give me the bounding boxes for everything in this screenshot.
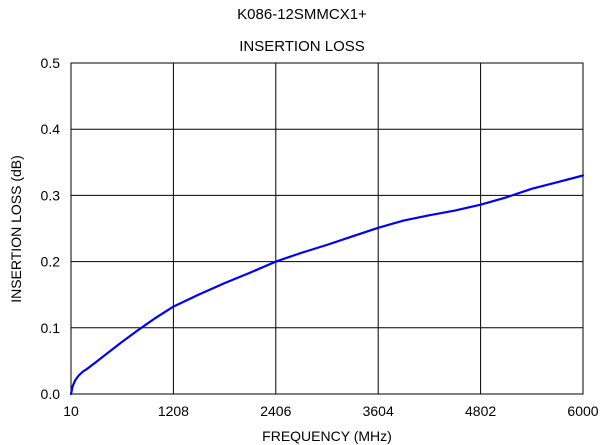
y-tick-label: 0.1 — [41, 320, 61, 336]
y-axis-label: INSERTION LOSS (dB) — [8, 155, 24, 303]
y-tick-labels: 0.0 0.1 0.2 0.3 0.4 0.5 — [41, 55, 61, 402]
chart-title: K086-12SMMCX1+ — [237, 6, 367, 23]
x-tick-labels: 10 1208 2406 3604 4802 6000 — [63, 403, 599, 419]
y-tick-label: 0.4 — [41, 121, 61, 137]
series-layer — [69, 174, 585, 396]
y-tick-label: 0.3 — [41, 187, 61, 203]
chart-subtitle: INSERTION LOSS — [239, 38, 365, 55]
x-tick-label: 10 — [63, 403, 79, 419]
plot-frame — [70, 62, 584, 395]
x-tick-label: 4802 — [465, 403, 496, 419]
x-tick-label: 6000 — [567, 403, 598, 419]
x-tick-label: 2406 — [260, 403, 291, 419]
x-axis-label: FREQUENCY (MHz) — [262, 428, 392, 444]
y-tick-label: 0.0 — [41, 386, 61, 402]
x-tick-label: 1208 — [158, 403, 189, 419]
grid-layer — [70, 62, 584, 395]
y-tick-label: 0.2 — [41, 254, 61, 270]
series-line — [69, 174, 585, 396]
x-tick-label: 3604 — [363, 403, 394, 419]
y-tick-label: 0.5 — [41, 55, 61, 71]
